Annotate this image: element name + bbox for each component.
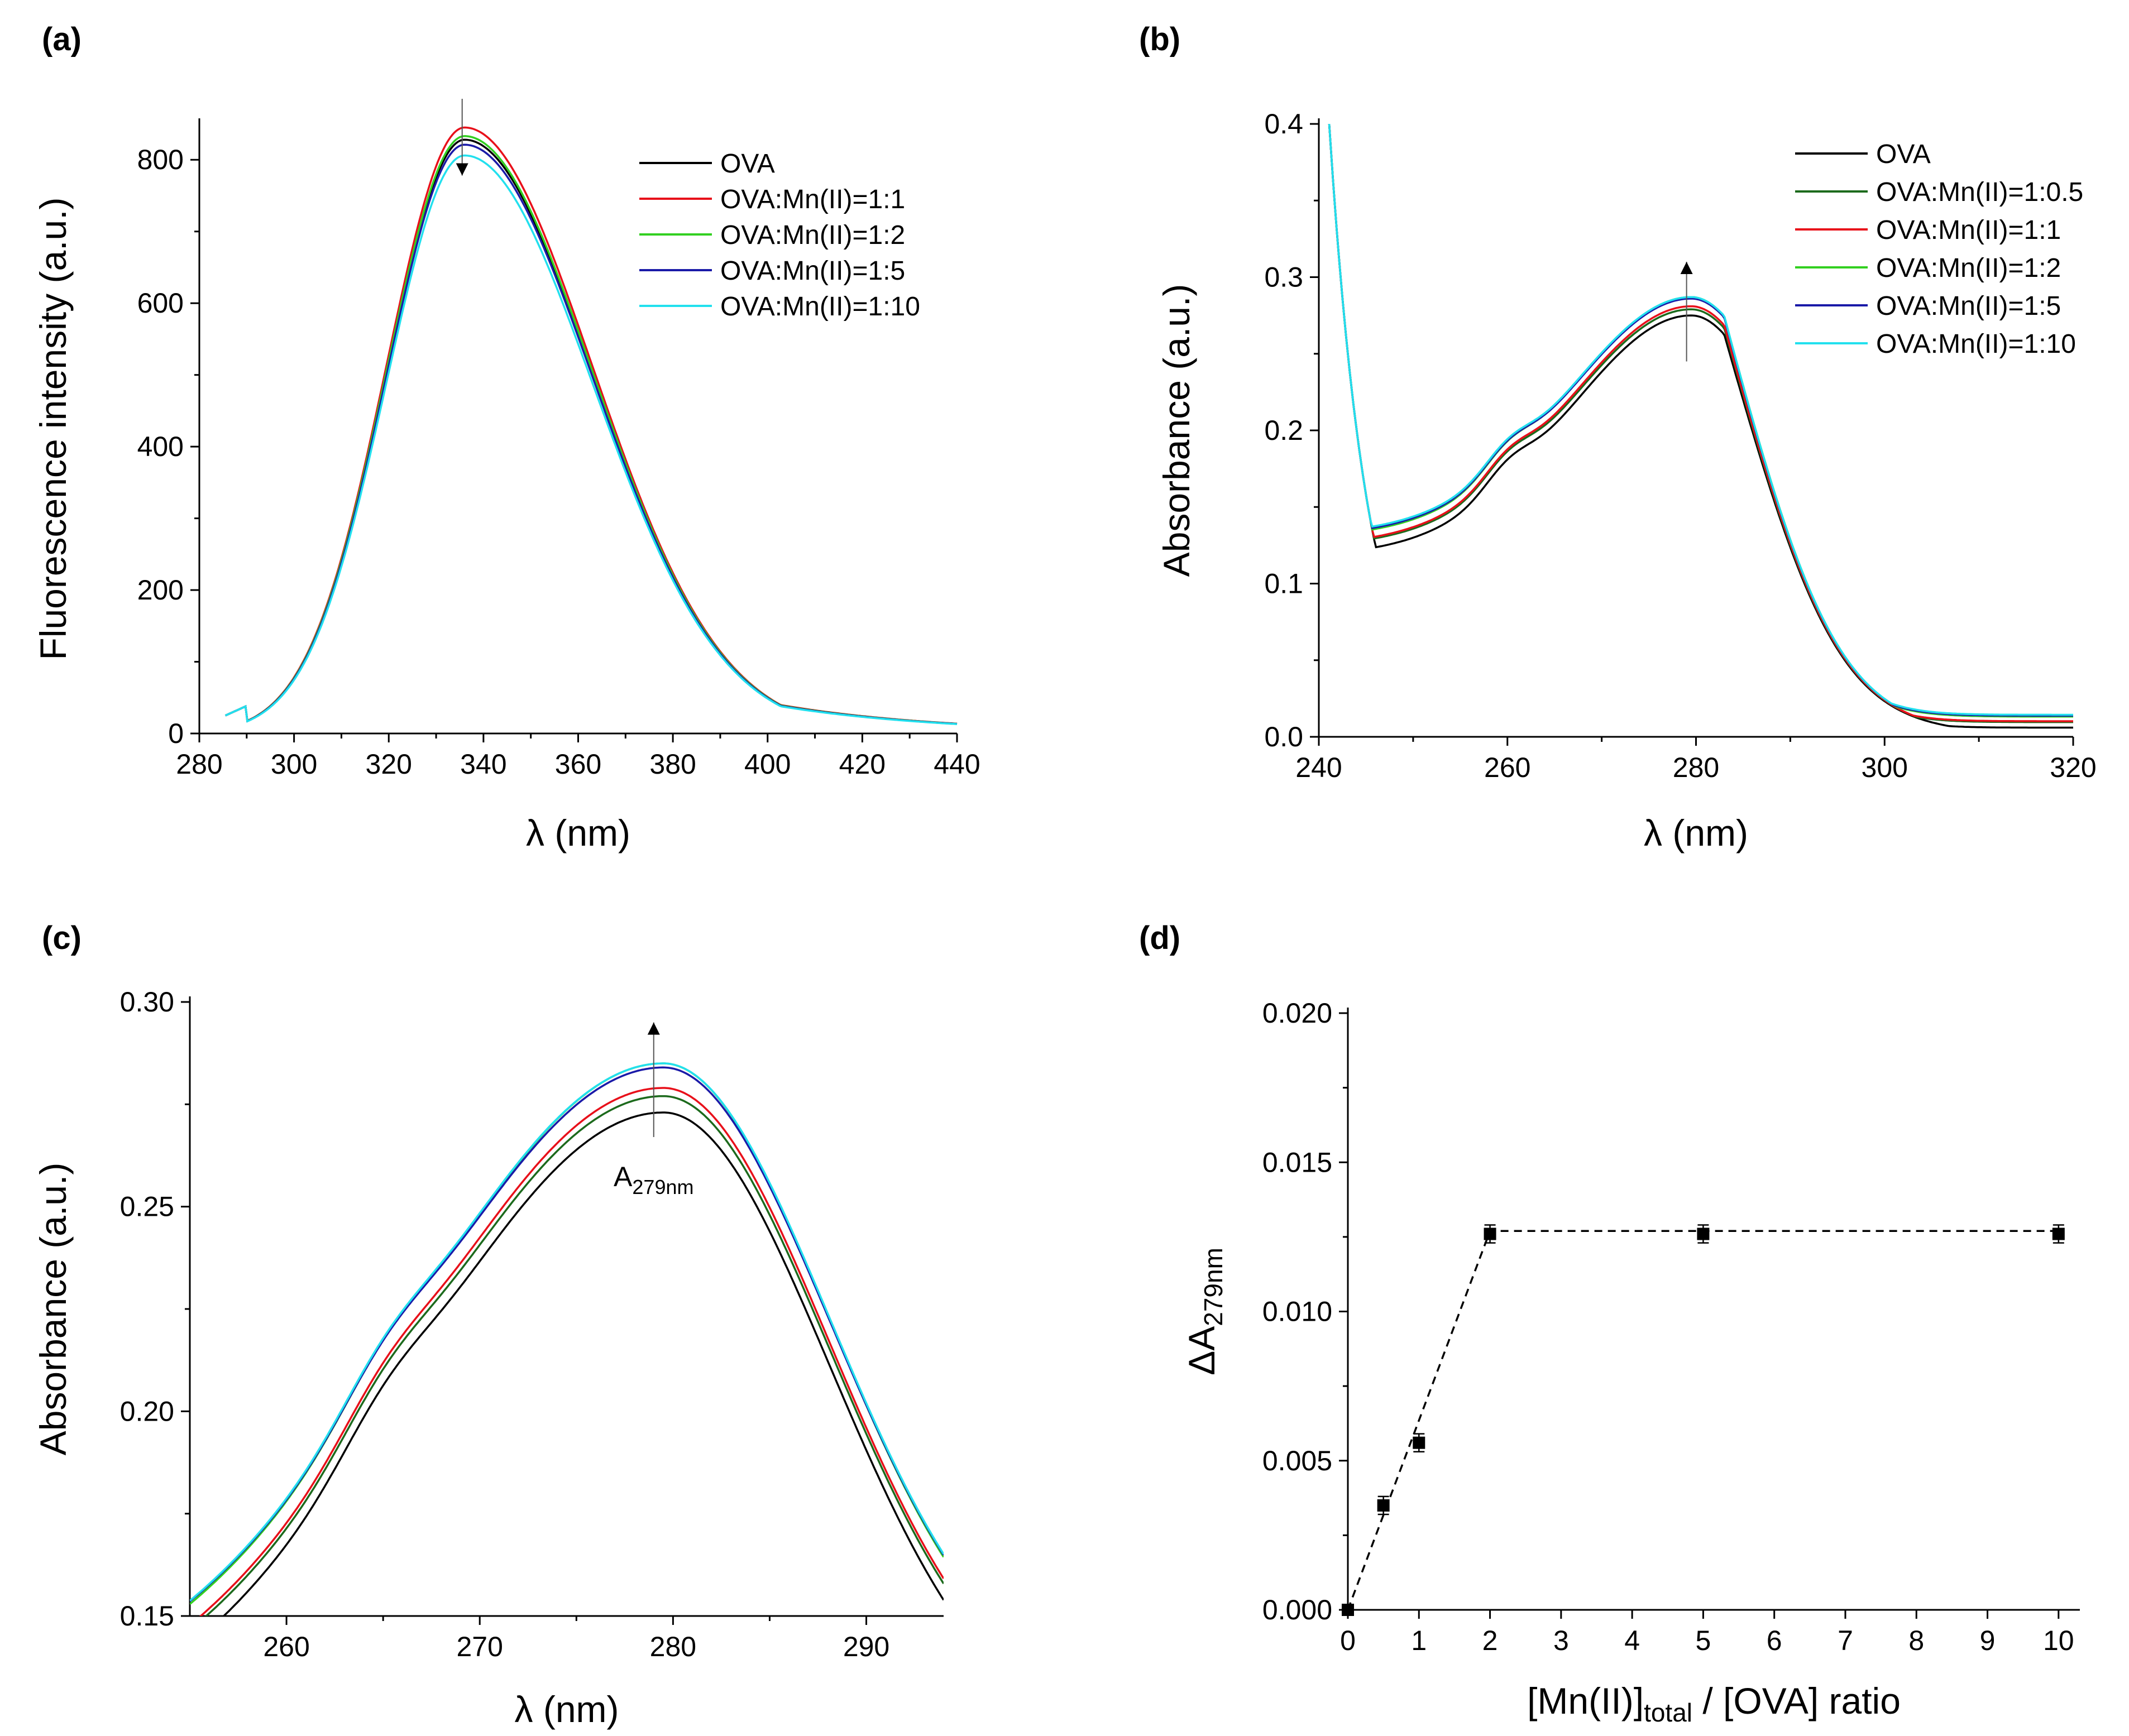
b-y-tick-label: 0.1 [1264,568,1303,600]
panel-d-delta-absorbance-chart: 0 1 2 3 4 5 6 7 8 9 10 0.000 0.005 0.010 0.015 0.020 ΔA2… [1181,998,2080,1727]
a-y-axis-title: Fluorescence intensity (a.u.) [32,197,74,660]
d-x-tick-label: 5 [1696,1625,1711,1656]
c-arrow-head [647,1022,660,1035]
a-x-tick-label: 400 [744,749,791,780]
a-x-tick-label: 420 [839,749,886,780]
b-legend-label: OVA:Mn(II)=1:10 [1876,329,2076,359]
b-legend-label: OVA:Mn(II)=1:2 [1876,253,2061,283]
d-x-tick-label: 6 [1767,1625,1782,1656]
c-y-axis-title: Absorbance (a.u.) [32,1163,74,1456]
b-x-axis-title: λ (nm) [1644,812,1748,853]
c-x-tick-label: 280 [650,1631,696,1662]
d-data-point [1342,1604,1354,1616]
d-x-tick-label: 2 [1482,1625,1498,1656]
b-y-axis-title: Absorbance (a.u.) [1156,284,1197,577]
c-x-tick-label: 290 [843,1631,889,1662]
c-series-line [204,1095,944,1616]
d-data-point [2052,1227,2065,1240]
d-data-point [1377,1499,1390,1512]
b-legend-label: OVA:Mn(II)=1:1 [1876,215,2061,245]
b-y-tick-label: 0.3 [1264,262,1303,293]
c-series-line [190,1062,944,1601]
b-series-line [1328,124,2073,722]
b-series-line [1328,124,2073,716]
a-x-tick-label: 440 [934,749,980,780]
panel-b-absorbance-chart: 240 260 280 300 320 0.0 0.1 0.2 0.3 0.4 Absorbance… [1156,108,2097,853]
a-legend-label: OVA:Mn(II)=1:1 [720,185,905,214]
d-x-tick-label: 10 [2043,1625,2074,1656]
d-x-tick-label: 7 [1838,1625,1853,1656]
panel-label-b: (b) [1139,21,1180,57]
a-x-tick-label: 280 [176,749,222,780]
c-y-tick-label: 0.25 [120,1191,174,1222]
a-x-tick-label: 360 [555,749,601,780]
b-series-line [1328,124,2073,729]
d-y-axis-title: ΔA279nm [1181,1248,1228,1375]
d-data-point [1697,1227,1710,1240]
d-x-axis-title: [Mn(II)]total / [OVA] ratio [1527,1680,1901,1727]
d-y-tick-label: 0.015 [1262,1147,1332,1178]
panel-label-d: (d) [1139,920,1180,956]
c-y-tick-label: 0.15 [120,1600,174,1632]
b-legend-label: OVA [1876,140,1931,169]
b-legend-label: OVA:Mn(II)=1:5 [1876,291,2061,321]
panel-a-fluorescence-chart: 280 300 320 340 360 380 400 420 440 0 200 400 600 800… [32,99,980,853]
d-x-tick-label: 8 [1908,1625,1924,1656]
c-x-tick-label: 270 [457,1631,503,1662]
a-legend-label: OVA:Mn(II)=1:2 [720,220,905,250]
b-x-tick-label: 300 [1862,752,1908,783]
a-legend-label: OVA [720,149,775,179]
d-y-tick-label: 0.020 [1262,998,1332,1029]
a-y-tick-label: 600 [137,287,184,319]
c-series-line [222,1111,944,1616]
d-data-point [1413,1436,1425,1449]
d-x-tick-label: 9 [1980,1625,1996,1656]
c-y-tick-label: 0.30 [120,986,174,1018]
b-x-tick-label: 240 [1295,752,1342,783]
d-y-tick-label: 0.000 [1262,1594,1332,1625]
a-x-tick-label: 380 [649,749,696,780]
a-x-tick-label: 300 [271,749,317,780]
a-x-tick-label: 340 [460,749,506,780]
c-y-tick-label: 0.20 [120,1395,174,1427]
d-x-tick-label: 3 [1553,1625,1569,1656]
b-y-tick-label: 0.0 [1264,721,1303,752]
b-x-tick-label: 320 [2050,752,2096,783]
b-x-tick-label: 260 [1484,752,1530,783]
b-y-tick-label: 0.2 [1264,415,1303,446]
panel-label-a: (a) [42,21,82,57]
a-legend-label: OVA:Mn(II)=1:5 [720,256,905,286]
a-legend-label: OVA:Mn(II)=1:10 [720,292,920,322]
a-x-tick-label: 320 [366,749,412,780]
panel-label-c: (c) [42,920,82,956]
b-arrow-head [1680,262,1693,275]
panel-c-absorbance-zoom-chart: 260 270 280 290 0.15 0.20 0.25 0.30 A279nm Absorb… [32,986,944,1730]
b-y-tick-label: 0.4 [1264,108,1303,140]
a-y-tick-label: 200 [137,574,184,606]
d-x-tick-label: 1 [1411,1625,1427,1656]
d-x-tick-label: 0 [1340,1625,1356,1656]
d-y-tick-label: 0.010 [1262,1296,1332,1327]
b-legend-label: OVA:Mn(II)=1:0.5 [1876,178,2083,207]
c-series-line [199,1087,944,1616]
b-x-tick-label: 280 [1673,752,1719,783]
c-annotation-a279: A279nm [614,1161,693,1198]
a-series-line [224,154,958,725]
a-y-tick-label: 400 [137,431,184,462]
d-y-tick-label: 0.005 [1262,1445,1332,1476]
d-data-point [1484,1227,1496,1240]
c-x-axis-title: λ (nm) [515,1689,619,1730]
a-y-tick-label: 0 [168,718,184,749]
a-arrow-head [456,163,468,176]
a-y-tick-label: 800 [137,144,184,175]
d-x-tick-label: 4 [1624,1625,1640,1656]
a-x-axis-title: λ (nm) [526,812,630,853]
c-x-tick-label: 260 [263,1631,309,1662]
